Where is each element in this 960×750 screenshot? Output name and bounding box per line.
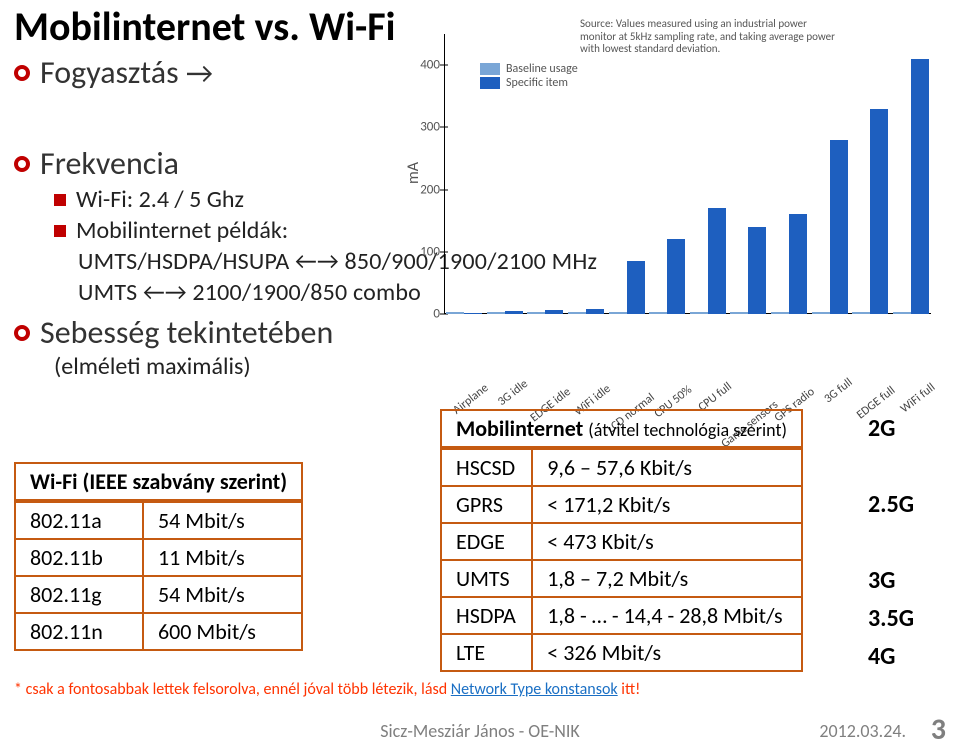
x-tick-label: 3G idle (495, 377, 531, 409)
chart-bar-specific (789, 214, 807, 314)
y-tick-label: 200 (394, 182, 440, 197)
chart-bar-specific (911, 59, 929, 314)
chart-bar-baseline (771, 312, 789, 314)
chart-bar-baseline (893, 312, 911, 314)
wifi-table-header: Wi-Fi (IEEE szabvány szerint) (15, 463, 302, 501)
chart-bar-baseline (446, 312, 464, 314)
arrow-icon: → (186, 55, 213, 92)
y-tick-label: 100 (394, 244, 440, 259)
chart-bar-specific (627, 261, 645, 314)
footer-date: 2012.03.24. (819, 720, 906, 742)
square-bullet-icon (54, 194, 66, 206)
chart-bar-specific (830, 140, 848, 314)
y-axis-label: mA (404, 162, 423, 184)
generation-label: 2.5G (868, 485, 928, 523)
mobil-table: Mobilinternet (átvitel technológia szeri… (440, 409, 803, 672)
mobil-table-header: Mobilinternet (átvitel technológia szeri… (441, 410, 802, 448)
footnote-link[interactable]: Network Type konstansok (451, 680, 618, 699)
table-row: HSCSD9,6 – 57,6 Kbit/s (441, 448, 802, 486)
chart-bar-baseline (852, 312, 870, 314)
chart-bar-specific (586, 309, 604, 314)
chart-bar-baseline (609, 312, 627, 314)
y-axis (444, 34, 445, 314)
generation-label: 3.5G (868, 599, 928, 637)
chart-bar-baseline (690, 312, 708, 314)
bullet-frequency: Frekvencia (40, 144, 179, 183)
chart-source-note: Source: Values measured using an industr… (580, 18, 840, 56)
chart-bar-baseline (527, 312, 545, 314)
generation-label: 2G (868, 409, 928, 447)
chart-bar-baseline (649, 312, 667, 314)
generation-label: 3G (868, 561, 928, 599)
chart-bar-specific (667, 239, 685, 314)
power-chart: Source: Values measured using an industr… (380, 14, 935, 374)
generation-label (868, 523, 928, 561)
generation-label (868, 447, 928, 485)
y-tick-label: 300 (394, 120, 440, 135)
chart-bar-specific (748, 227, 766, 314)
sub-mobil-examples: Mobilinternet példák: (76, 216, 288, 245)
bullet-icon (14, 156, 30, 172)
table-row: EDGE< 473 Kbit/s (441, 523, 802, 560)
bullet-consumption: Fogyasztás → (40, 53, 213, 92)
footnote: * csak a fontosabbak lettek felsorolva, … (14, 680, 640, 699)
bullet-icon (14, 65, 30, 81)
y-tick-label: 0 (394, 307, 440, 322)
table-row: LTE< 326 Mbit/s (441, 634, 802, 671)
chart-bar-baseline (487, 312, 505, 314)
generation-label: 4G (868, 637, 928, 675)
chart-bar-specific (464, 313, 482, 314)
sub-wifi-freq: Wi-Fi: 2.4 / 5 Ghz (76, 185, 244, 214)
chart-bar-specific (708, 208, 726, 314)
table-row: UMTS1,8 – 7,2 Mbit/s (441, 560, 802, 597)
bullet-icon (14, 325, 30, 341)
square-bullet-icon (54, 225, 66, 237)
footer-author: Sicz-Mesziár János - OE-NIK (0, 720, 960, 742)
table-row: GPRS< 171,2 Kbit/s (441, 486, 802, 523)
table-row: HSDPA1,8 - … - 14,4 - 28,8 Mbit/s (441, 597, 802, 634)
wifi-table: Wi-Fi (IEEE szabvány szerint) 802.11a54 … (14, 462, 303, 651)
chart-bar-specific (505, 311, 523, 314)
chart-bar-specific (870, 109, 888, 314)
chart-bar-baseline (568, 312, 586, 314)
chart-bar-specific (545, 310, 563, 314)
y-tick-label: 400 (394, 58, 440, 73)
table-row: 802.11a54 Mbit/s (15, 501, 302, 539)
sub-umts-combo: UMTS ←→ 2100/1900/850 combo (78, 278, 421, 307)
footer-page-number: 3 (931, 711, 946, 748)
chart-legend: Baseline usage Specific item (480, 62, 578, 90)
table-row: 802.11b11 Mbit/s (15, 539, 302, 576)
chart-bar-baseline (812, 312, 830, 314)
chart-bar-baseline (730, 312, 748, 314)
bullet-speed: Sebesség tekintetében (40, 313, 333, 352)
table-row: 802.11g54 Mbit/s (15, 576, 302, 613)
table-row: 802.11n600 Mbit/s (15, 613, 302, 650)
generation-labels: 2G 2.5G 3G3.5G4G (868, 409, 928, 675)
